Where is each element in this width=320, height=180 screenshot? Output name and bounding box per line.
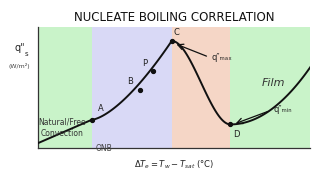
Text: P: P — [142, 58, 147, 68]
Bar — [92, 27, 172, 148]
Text: Natural/Free
Convection: Natural/Free Convection — [39, 118, 86, 138]
Bar — [230, 27, 320, 148]
Bar — [172, 27, 230, 148]
Text: $\Delta T_e = T_w - T_{sat}$ (°C): $\Delta T_e = T_w - T_{sat}$ (°C) — [134, 158, 214, 170]
Text: q″ₘₐₓ: q″ₘₐₓ — [212, 53, 233, 62]
Title: NUCLEATE BOILING CORRELATION: NUCLEATE BOILING CORRELATION — [74, 12, 275, 24]
Text: q": q" — [14, 43, 25, 53]
Text: B: B — [127, 77, 133, 86]
Text: ONB: ONB — [96, 144, 113, 153]
Text: (W/m²): (W/m²) — [9, 63, 30, 69]
Bar — [38, 27, 92, 148]
Text: A: A — [99, 104, 104, 113]
Text: q″ₘᵢₙ: q″ₘᵢₙ — [273, 105, 292, 114]
Text: s: s — [25, 51, 28, 57]
Text: C: C — [174, 28, 180, 37]
Text: D: D — [233, 130, 240, 139]
Text: Film: Film — [261, 78, 285, 88]
